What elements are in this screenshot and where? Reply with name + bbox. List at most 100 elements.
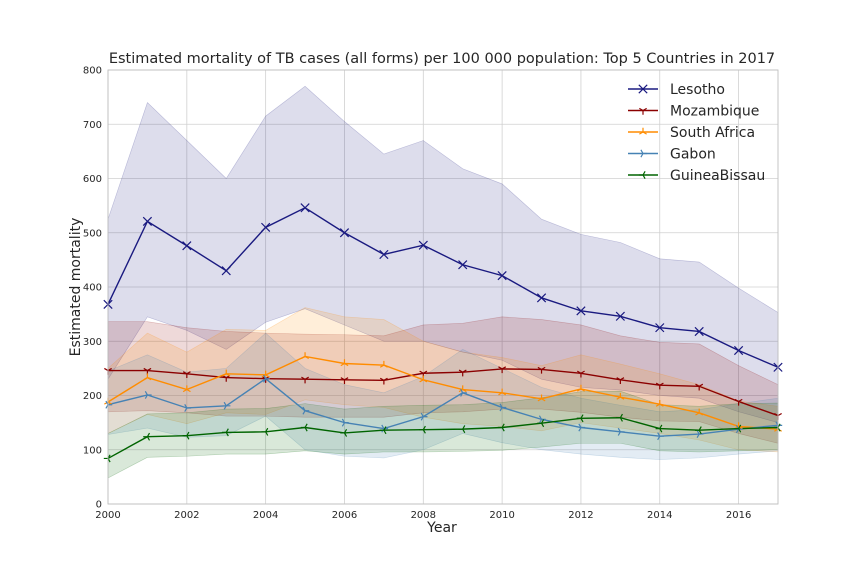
marker-mozambique — [734, 398, 743, 406]
marker-guineabissau — [222, 428, 229, 437]
marker-mozambique — [616, 377, 625, 384]
line-south-africa — [107, 355, 779, 430]
legend-label-south-africa: South Africa — [670, 125, 755, 141]
marker-gabon — [460, 388, 467, 397]
marker-south-africa — [340, 359, 349, 367]
x-axis-title: Year — [426, 520, 457, 536]
marker-south-africa — [695, 408, 704, 416]
y-tick-label: 800 — [83, 66, 102, 77]
marker-lesotho — [655, 323, 665, 333]
marker-south-africa — [616, 392, 625, 400]
marker-guineabissau — [261, 427, 269, 436]
marker-guineabissau — [497, 423, 505, 432]
marker-mozambique — [695, 383, 704, 391]
x-tick-label: 2000 — [95, 510, 120, 521]
marker-south-africa — [655, 399, 664, 407]
marker-legend-gabon — [640, 149, 648, 158]
marker-gabon — [302, 406, 310, 415]
marker-south-africa — [576, 384, 585, 392]
legend: Lesotho Mozambique South Africa Gabon Guinea… — [628, 82, 765, 184]
marker-lesotho — [497, 270, 507, 281]
marker-guineabissau — [655, 424, 663, 433]
marker-gabon — [341, 418, 349, 427]
marker-lesotho — [615, 311, 625, 321]
line-lesotho — [107, 206, 779, 368]
x-tick-label: 2016 — [726, 510, 751, 521]
marker-lesotho — [733, 345, 744, 356]
marker-south-africa — [379, 360, 388, 368]
legend-label-mozambique: Mozambique — [670, 104, 759, 120]
axes: 0 100 200 300 400 500 600 700 800 2000 2002 2004 200… — [83, 66, 779, 521]
y-tick-label: 0 — [96, 500, 102, 511]
marker-guineabissau — [340, 428, 348, 437]
marker-guineabissau — [694, 426, 702, 435]
x-tick-label: 2012 — [568, 510, 593, 521]
marker-gabon — [499, 403, 507, 412]
y-tick-label: 100 — [83, 445, 102, 456]
series-markers — [103, 203, 783, 463]
marker-legend-lesotho — [638, 84, 648, 94]
marker-legend-guineabissau — [638, 171, 646, 179]
marker-guineabissau — [537, 419, 545, 428]
marker-mozambique — [537, 366, 546, 374]
x-tick-label: 2010 — [489, 510, 514, 521]
marker-mozambique — [379, 377, 388, 385]
marker-mozambique — [655, 382, 664, 390]
marker-gabon — [420, 412, 428, 421]
marker-south-africa — [143, 373, 152, 381]
marker-south-africa — [301, 352, 310, 360]
marker-lesotho — [576, 306, 586, 316]
marker-mozambique — [458, 369, 467, 377]
marker-gabon — [538, 415, 546, 424]
marker-south-africa — [182, 385, 191, 393]
marker-gabon — [184, 404, 192, 412]
line-gabon — [107, 377, 779, 437]
x-tick-label: 2004 — [253, 510, 278, 521]
x-tick-label: 2008 — [411, 510, 436, 521]
marker-lesotho — [300, 203, 310, 213]
marker-mozambique — [576, 370, 585, 378]
marker-guineabissau — [616, 413, 623, 422]
marker-lesotho — [142, 216, 153, 226]
y-tick-label: 200 — [83, 391, 102, 402]
marker-guineabissau — [458, 425, 466, 434]
marker-lesotho — [458, 260, 468, 270]
plot-frame — [107, 69, 779, 505]
marker-south-africa — [498, 388, 507, 396]
y-tick-label: 300 — [83, 337, 102, 348]
grid — [107, 69, 778, 505]
marker-guineabissau — [734, 424, 742, 433]
marker-guineabissau — [576, 414, 584, 423]
marker-lesotho — [261, 222, 271, 232]
line-guineabissau — [107, 417, 779, 460]
marker-south-africa — [537, 394, 546, 402]
marker-gabon — [617, 427, 625, 436]
marker-lesotho — [221, 266, 231, 276]
marker-guineabissau — [419, 425, 426, 434]
x-tick-label: 2002 — [174, 510, 199, 521]
marker-gabon — [144, 391, 152, 399]
marker-lesotho — [182, 241, 192, 251]
marker-mozambique — [498, 366, 507, 374]
marker-mozambique — [301, 376, 310, 384]
marker-lesotho — [536, 293, 547, 303]
marker-gabon — [263, 374, 270, 383]
marker-legend-mozambique — [639, 107, 647, 115]
marker-gabon — [696, 430, 704, 438]
marker-gabon — [657, 432, 664, 441]
marker-lesotho — [379, 249, 389, 260]
x-tick-label: 2006 — [332, 510, 357, 521]
marker-legend-south-africa — [639, 127, 647, 135]
y-axis-title: Estimated mortality — [68, 218, 84, 357]
marker-mozambique — [340, 377, 349, 384]
legend-label-gabon: Gabon — [670, 147, 716, 163]
marker-mozambique — [182, 371, 191, 378]
marker-lesotho — [339, 228, 350, 238]
marker-guineabissau — [143, 432, 151, 441]
x-tick-label: 2014 — [647, 510, 672, 521]
marker-guineabissau — [379, 426, 387, 435]
marker-south-africa — [222, 369, 231, 377]
series-lines — [107, 206, 779, 460]
chart-title: Estimated mortality of TB cases (all for… — [109, 51, 775, 67]
